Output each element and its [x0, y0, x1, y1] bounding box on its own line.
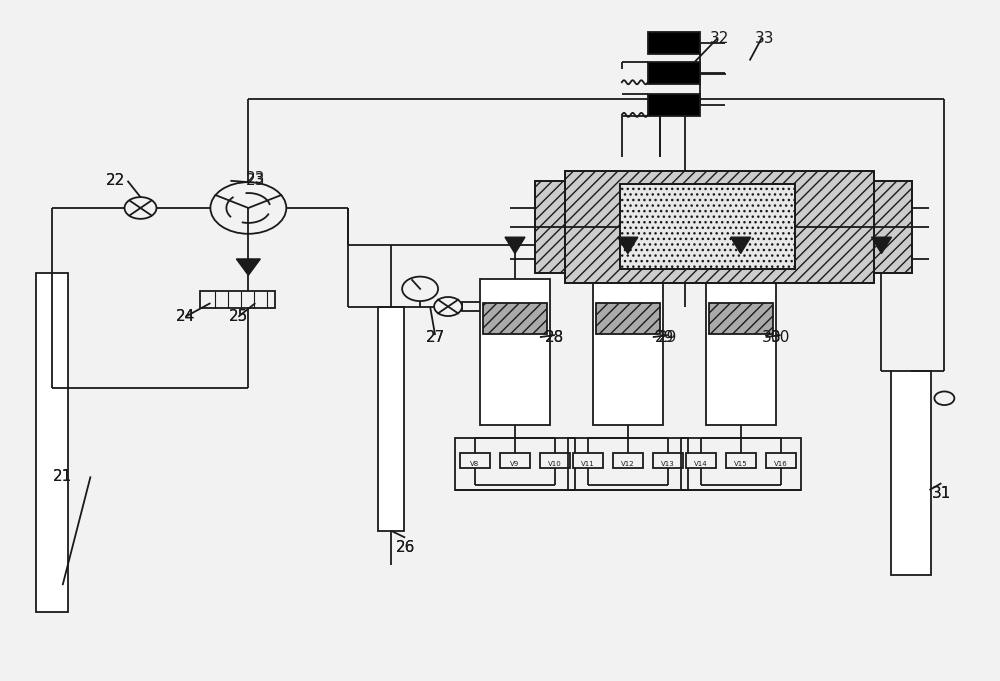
Text: 30: 30 [771, 330, 790, 345]
Bar [573, 453, 603, 468]
Bar [648, 32, 700, 54]
Text: V11: V11 [581, 460, 595, 466]
Text: 27: 27 [425, 330, 445, 345]
Bar [460, 453, 490, 468]
Bar [500, 453, 530, 468]
Text: 31: 31 [932, 486, 951, 501]
Text: 23: 23 [246, 173, 265, 188]
Text: 26: 26 [395, 540, 415, 555]
Text: 30: 30 [762, 330, 781, 345]
Polygon shape [871, 237, 891, 253]
Circle shape [434, 297, 462, 316]
Bar [568, 438, 688, 490]
Bar [596, 303, 660, 334]
Text: 25: 25 [229, 309, 248, 324]
Bar [706, 279, 776, 426]
Text: V9: V9 [510, 460, 520, 466]
Text: 28: 28 [545, 330, 565, 345]
Bar [686, 453, 716, 468]
Polygon shape [236, 259, 260, 275]
Bar [565, 171, 874, 283]
Text: 26: 26 [395, 540, 415, 555]
Bar [709, 303, 773, 334]
Text: 22: 22 [106, 173, 125, 188]
Bar [200, 291, 275, 308]
Bar [620, 184, 795, 269]
Text: 23: 23 [246, 171, 265, 186]
Bar [766, 453, 796, 468]
Bar [653, 453, 683, 468]
Text: V14: V14 [694, 460, 708, 466]
Circle shape [125, 197, 156, 219]
Text: 22: 22 [106, 173, 125, 188]
Text: V12: V12 [621, 460, 635, 466]
Polygon shape [505, 237, 525, 253]
Bar [648, 62, 700, 84]
Text: V13: V13 [661, 460, 675, 466]
Bar [874, 180, 912, 272]
Bar [378, 306, 404, 530]
Bar [455, 438, 575, 490]
Bar [36, 272, 68, 612]
Bar [891, 371, 931, 575]
Bar [648, 95, 700, 116]
Circle shape [402, 276, 438, 301]
Bar [620, 184, 795, 269]
Bar [535, 180, 565, 272]
Text: 25: 25 [229, 309, 248, 324]
Text: 24: 24 [176, 309, 195, 324]
Text: V10: V10 [548, 460, 562, 466]
Text: V8: V8 [470, 460, 480, 466]
Text: 33: 33 [755, 31, 774, 46]
Text: 24: 24 [176, 309, 195, 324]
Bar [681, 438, 801, 490]
Bar [480, 279, 550, 426]
Text: V16: V16 [774, 460, 787, 466]
Bar [535, 180, 565, 272]
Text: V15: V15 [734, 460, 747, 466]
Bar [483, 303, 547, 334]
Circle shape [210, 182, 286, 234]
Text: 27: 27 [425, 330, 445, 345]
Text: 29: 29 [658, 330, 677, 345]
Text: 29: 29 [655, 330, 674, 345]
Bar [462, 302, 484, 311]
Polygon shape [731, 237, 751, 253]
Bar [593, 279, 663, 426]
Text: 21: 21 [53, 469, 72, 484]
Bar [874, 180, 912, 272]
Bar [726, 453, 756, 468]
Bar [565, 171, 874, 283]
Text: 28: 28 [545, 330, 565, 345]
Text: 21: 21 [53, 469, 72, 484]
Circle shape [934, 392, 954, 405]
Bar [540, 453, 570, 468]
Bar [613, 453, 643, 468]
Polygon shape [618, 237, 638, 253]
Text: 31: 31 [932, 486, 951, 501]
Text: 32: 32 [710, 31, 729, 46]
